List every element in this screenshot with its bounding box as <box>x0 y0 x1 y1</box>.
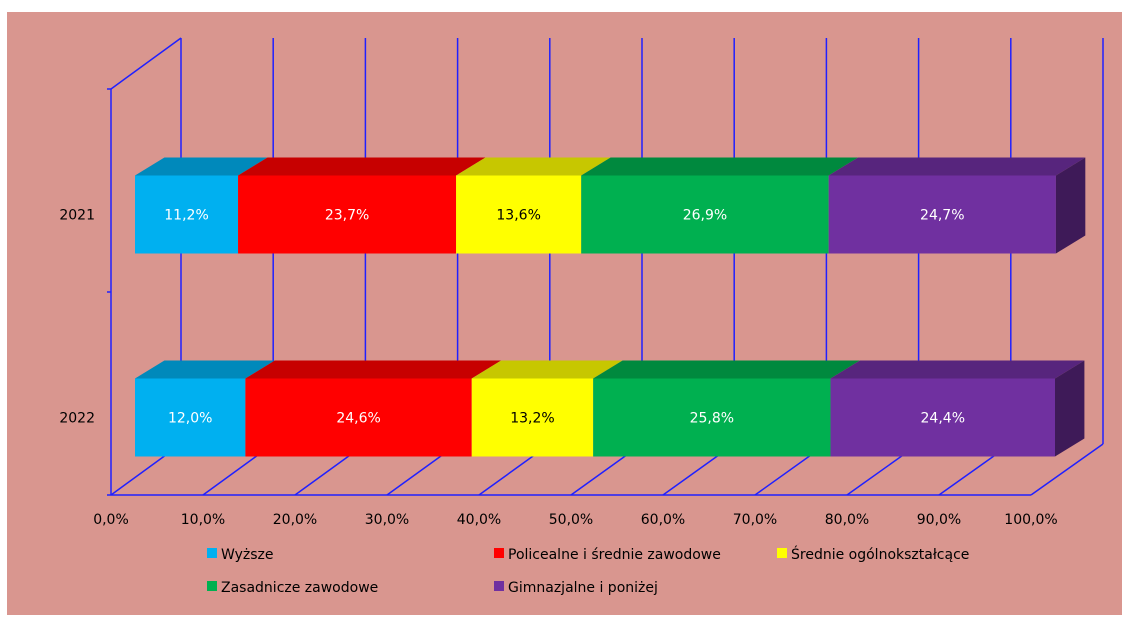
data-label: 26,9% <box>683 208 727 224</box>
x-tick-label: 100,0% <box>1004 512 1057 528</box>
side-wall-top-edge <box>110 37 182 90</box>
data-label: 24,6% <box>336 411 380 427</box>
x-tick-label: 30,0% <box>365 512 409 528</box>
legend-swatch <box>494 581 504 591</box>
bar-segment <box>245 378 472 457</box>
bar-segment <box>456 175 582 254</box>
data-label: 24,7% <box>920 208 964 224</box>
legend-item: Policealne i średnie zawodowe <box>494 547 721 563</box>
bar-segment-top <box>135 360 275 379</box>
stacked-bar-chart: 2021 11,2% 23,7% 13,6% 26,9% 24,7% 2022 12,0% 24… <box>59 37 1104 596</box>
bar-segment-top <box>593 360 860 379</box>
bar-segment <box>238 175 457 254</box>
legend-label: Gimnazjalne i poniżej <box>508 580 658 596</box>
y-tick-label: 2022 <box>59 411 95 427</box>
legend-label: Zasadnicze zawodowe <box>221 580 378 596</box>
bar-segment-top <box>238 157 486 176</box>
legend-label: Średnie ogólnokształcące <box>791 545 969 563</box>
x-tick-label: 20,0% <box>273 512 317 528</box>
y-tick-label: 2021 <box>59 208 95 224</box>
floor-gridline <box>1030 443 1104 496</box>
legend-swatch <box>207 548 217 558</box>
bar-segment <box>593 378 831 457</box>
bar-segment <box>828 175 1056 254</box>
data-label: 13,6% <box>496 208 540 224</box>
bar-segment-top <box>135 157 268 176</box>
legend-swatch <box>777 548 787 558</box>
bar-segment-top <box>830 360 1085 379</box>
data-label: 23,7% <box>325 208 369 224</box>
legend-item: Gimnazjalne i poniżej <box>494 580 658 596</box>
legend-swatch <box>494 548 504 558</box>
data-label: 24,4% <box>921 411 965 427</box>
bar-segment <box>830 378 1055 457</box>
bar-segment <box>471 378 594 457</box>
data-label: 13,2% <box>510 411 554 427</box>
bar-segment <box>135 378 246 457</box>
legend-label: Policealne i średnie zawodowe <box>508 547 721 563</box>
legend-item: Średnie ogólnokształcące <box>777 545 969 563</box>
data-label: 25,8% <box>690 411 734 427</box>
bar-segment-top <box>245 360 502 379</box>
chart-area: 2021 11,2% 23,7% 13,6% 26,9% 24,7% 2022 12,0% 24… <box>7 12 1122 615</box>
x-tick-label: 10,0% <box>181 512 225 528</box>
x-tick-label: 60,0% <box>641 512 685 528</box>
bar-segment-side <box>1055 360 1085 457</box>
bar-segment-top <box>471 360 623 379</box>
legend-swatch <box>207 581 217 591</box>
bar-segment <box>135 175 239 254</box>
bar-segment-side <box>1055 157 1086 254</box>
legend-item: Wyższe <box>207 547 274 563</box>
bar-segment-top <box>581 157 859 176</box>
x-tick-label: 70,0% <box>733 512 777 528</box>
legend-item: Zasadnicze zawodowe <box>207 580 378 596</box>
bar-segment-top <box>456 157 611 176</box>
legend-label: Wyższe <box>221 547 274 563</box>
x-tick-label: 80,0% <box>825 512 869 528</box>
data-label: 12,0% <box>168 411 212 427</box>
x-tick-label: 0,0% <box>93 512 129 528</box>
x-tick-label: 50,0% <box>549 512 593 528</box>
x-tick-label: 90,0% <box>917 512 961 528</box>
x-tick-label: 40,0% <box>457 512 501 528</box>
bar-segment <box>581 175 829 254</box>
data-label: 11,2% <box>164 208 208 224</box>
bar-segment-top <box>828 157 1086 176</box>
